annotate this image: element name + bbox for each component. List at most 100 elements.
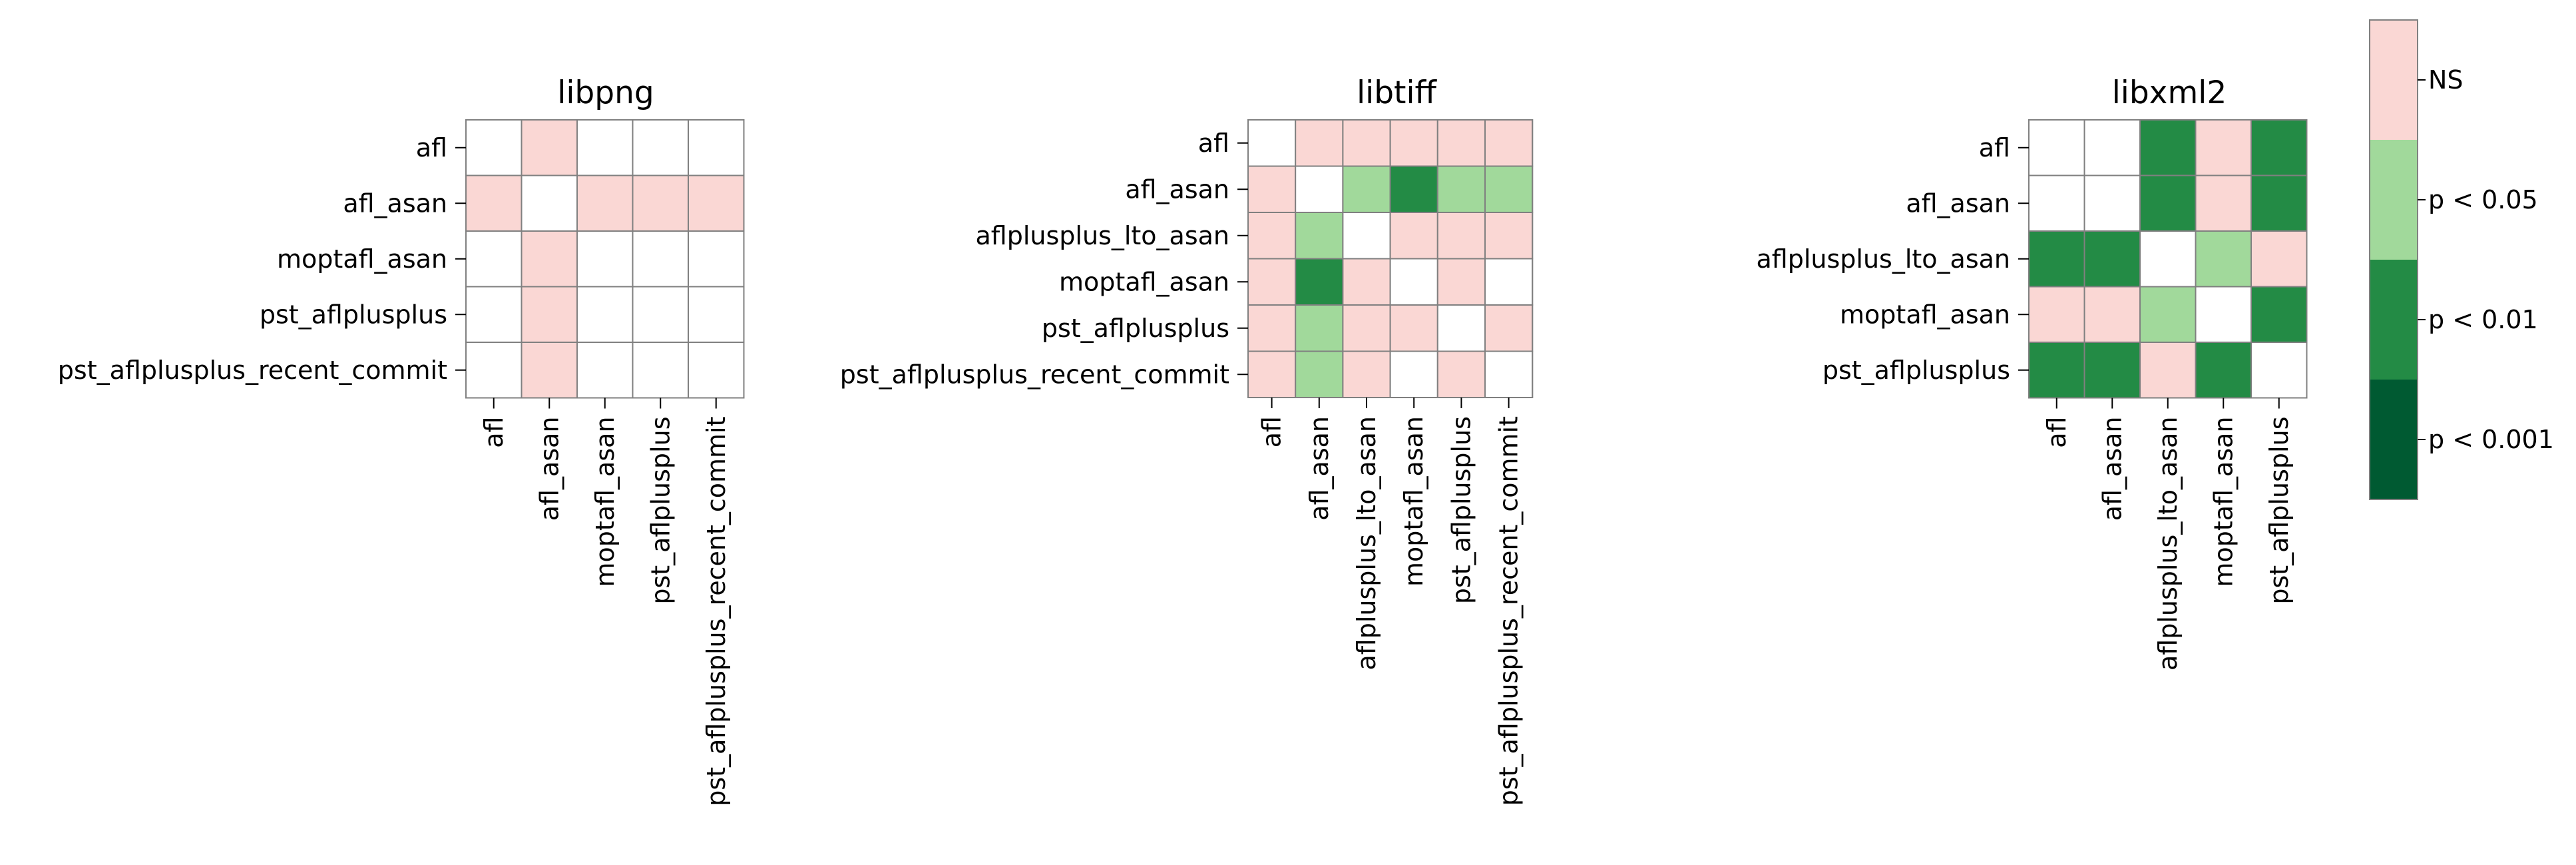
heatmap-cell [1295,119,1344,167]
colorbar-segment [2370,260,2418,380]
heatmap-cell [1484,165,1534,213]
heatmap-cells [2028,119,2308,399]
heatmap-cell [2139,119,2197,176]
heatmap-cell [1436,350,1486,398]
x-tick-label: afl_asan [1305,416,1334,521]
heatmap-frame [1247,119,1534,398]
heatmap-cell [1247,304,1297,352]
tick-marks [455,146,717,409]
heatmap-cell [1484,304,1534,352]
heatmap-cell [1342,119,1391,167]
heatmap-cell [576,230,634,288]
x-tick-label: pst_aflplusplus [2264,417,2294,605]
y-tick-label: afl_asan [1125,174,1229,204]
tick-marks [2018,146,2280,409]
y-tick-label: afl [1979,133,2010,162]
x-tick-label: pst_aflplusplus_recent_commit [1494,416,1524,806]
heatmap-cell [1436,119,1486,167]
heatmap-cell [1436,258,1486,306]
heatmap-cell [1389,350,1438,398]
x-tick-label: moptafl_asan [1399,416,1428,587]
y-tick-label: pst_aflplusplus_recent_commit [58,356,447,385]
heatmap-cell [1484,258,1534,306]
heatmap-cell [521,174,578,232]
x-tick-label: pst_aflplusplus [1446,416,1476,604]
colorbar-segments [2370,20,2418,499]
y-tick-label: pst_aflplusplus_recent_commit [840,360,1229,389]
heatmap-cell [1247,212,1297,260]
y-tick-label: afl_asan [1906,188,2010,218]
heatmap-cells [1247,119,1534,398]
y-tick-labels: afl afl_asan aflplusplus_lto_asan moptaf… [1756,133,2010,385]
tick-marks [1237,142,1510,408]
heatmap-cell [688,174,745,232]
x-tick-label: afl [1257,416,1287,447]
heatmap-cell [2083,119,2141,176]
heatmap-cell [1295,350,1344,398]
heatmap-cell [1484,119,1534,167]
heatmap-cell [465,342,523,399]
x-tick-label: pst_aflplusplus [646,417,675,605]
x-tick-label: moptafl_asan [2209,417,2238,587]
heatmap-cell [2251,119,2308,176]
x-tick-labels: afl afl_asan moptafl_asan pst_aflplusplu… [479,417,731,806]
heatmap-cell [632,119,689,176]
heatmap-cell [1247,119,1297,167]
colorbar-segment [2370,380,2418,499]
x-tick-label: afl_asan [535,417,564,521]
y-tick-label: pst_aflplusplus [1042,314,1229,343]
heatmap-cell [1295,304,1344,352]
heatmap-cell [2251,230,2308,288]
heatmap-cell [2139,174,2197,232]
y-tick-label: pst_aflplusplus [1823,356,2010,385]
heatmap-cells [465,119,745,399]
heatmap-cell [2083,174,2141,232]
heatmap-cell [2195,342,2252,399]
x-tick-label: afl [2042,417,2071,448]
heatmap-cell [2251,174,2308,232]
y-tick-label: moptafl_asan [1059,267,1229,296]
panel-title: libxml2 [2112,75,2227,111]
colorbar: NS p < 0.05 p < 0.01 p < 0.001 [2369,19,2554,500]
x-tick-label: pst_aflplusplus_recent_commit [702,417,731,806]
colorbar-tick-label: NS [2428,65,2464,95]
panel-libxml2: libxml2 afl afl_asan aflplusplus_lto_asa… [1756,75,2308,671]
heatmap-cell [2083,342,2141,399]
heatmap-cell [1436,165,1486,213]
y-tick-label: aflplusplus_lto_asan [975,221,1229,250]
y-tick-labels: afl afl_asan aflplusplus_lto_asan moptaf… [840,129,1229,390]
heatmap-cell [688,119,745,176]
x-tick-label: aflplusplus_lto_asan [2153,417,2183,671]
x-tick-label: afl [479,417,509,448]
x-tick-labels: afl afl_asan aflplusplus_lto_asan moptaf… [2042,417,2294,671]
heatmap-cell [688,286,745,343]
heatmap-cell [1342,212,1391,260]
heatmap-cell [1247,350,1297,398]
heatmap-cell [2139,342,2197,399]
heatmap-cell [576,174,634,232]
panel-libtiff: libtiff afl afl_asan aflplusplus_lto_asa… [840,75,1534,806]
colorbar-tick-marks [2418,79,2426,440]
heatmap-cell [688,230,745,288]
panel-libpng: libpng afl afl_asan moptafl_asan pst_afl… [58,75,745,806]
heatmap-cell [1389,212,1438,260]
heatmap-cell [688,342,745,399]
heatmap-cell [1342,304,1391,352]
x-tick-label: moptafl_asan [590,417,620,587]
heatmap-cell [576,119,634,176]
heatmap-cell [2195,230,2252,288]
heatmap-cell [521,342,578,399]
heatmap-cell [1389,258,1438,306]
heatmap-cell [2139,230,2197,288]
heatmap-cell [2028,230,2085,288]
heatmap-cell [632,286,689,343]
heatmap-cell [632,174,689,232]
heatmap-cell [1389,304,1438,352]
x-tick-label: afl_asan [2097,417,2127,521]
heatmap-cell [1436,212,1486,260]
heatmap-cell [1389,119,1438,167]
y-tick-label: afl_asan [343,188,447,218]
x-tick-label: aflplusplus_lto_asan [1352,416,1381,671]
panel-title: libtiff [1357,75,1437,111]
